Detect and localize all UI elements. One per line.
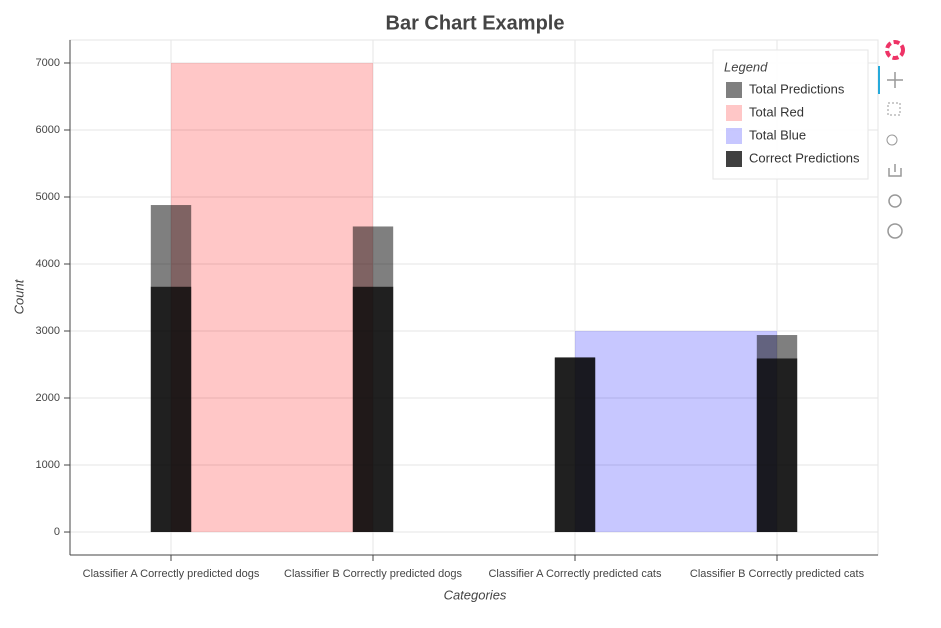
legend-swatch bbox=[726, 105, 742, 121]
legend-swatch bbox=[726, 128, 742, 144]
legend-box bbox=[712, 49, 869, 180]
bar bbox=[352, 286, 394, 533]
y-tick-label: 1000 bbox=[36, 459, 60, 471]
help-tool[interactable] bbox=[887, 223, 903, 239]
y-tick-label: 7000 bbox=[36, 57, 60, 69]
bar bbox=[554, 357, 596, 533]
span-bar bbox=[575, 331, 777, 533]
x-tick-label: Classifier B Correctly predicted cats bbox=[690, 568, 865, 580]
y-tick-label: 5000 bbox=[36, 191, 60, 203]
y-tick-label: 6000 bbox=[36, 124, 60, 136]
save-tool[interactable] bbox=[888, 164, 902, 177]
y-tick-label: 4000 bbox=[36, 258, 60, 270]
legend-label: Total Blue bbox=[749, 127, 806, 142]
y-axis-label: Count bbox=[11, 278, 26, 314]
legend-label: Total Predictions bbox=[749, 81, 845, 96]
bar bbox=[756, 358, 798, 533]
toolbar bbox=[878, 40, 905, 239]
span-bar bbox=[171, 62, 373, 533]
legend-swatch bbox=[726, 82, 742, 98]
legend-title: Legend bbox=[724, 59, 768, 74]
bokeh-logo[interactable] bbox=[885, 40, 905, 60]
chart-title: Bar Chart Example bbox=[386, 12, 565, 34]
x-tick-label: Classifier B Correctly predicted dogs bbox=[284, 568, 462, 580]
y-tick-label: 3000 bbox=[36, 325, 60, 337]
x-tick-label: Classifier A Correctly predicted dogs bbox=[83, 568, 260, 580]
x-axis-label: Categories bbox=[444, 587, 507, 602]
bar bbox=[150, 286, 192, 533]
pan-tool[interactable] bbox=[887, 72, 903, 88]
reset-tool[interactable] bbox=[888, 194, 902, 208]
y-tick-label: 2000 bbox=[36, 392, 60, 404]
x-tick-label: Classifier A Correctly predicted cats bbox=[488, 568, 662, 580]
box-zoom-tool[interactable] bbox=[887, 102, 901, 116]
y-tick-label: 0 bbox=[54, 526, 60, 538]
legend: Legend Total Predictions Total Red Total Bl… bbox=[712, 49, 869, 180]
legend-label: Total Red bbox=[749, 104, 804, 119]
wheel-zoom-tool[interactable] bbox=[886, 134, 898, 146]
legend-swatch bbox=[726, 151, 742, 167]
legend-label: Correct Predictions bbox=[749, 150, 860, 165]
